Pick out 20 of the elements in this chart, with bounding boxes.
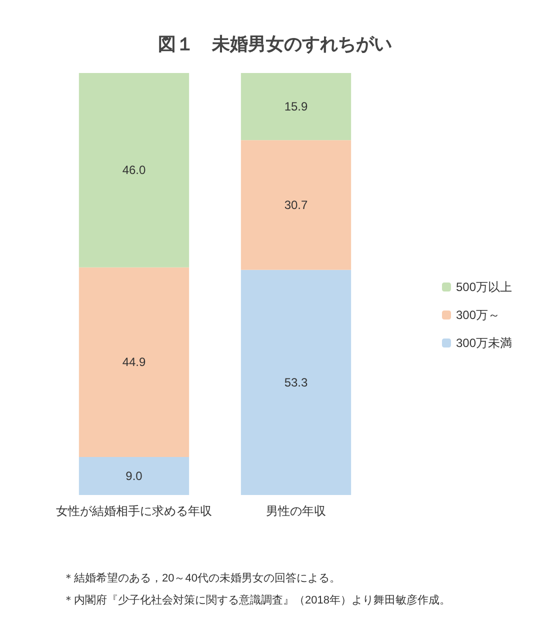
data-label: 9.0 [126,468,143,483]
legend-label: 500万以上 [456,280,512,294]
data-label: 30.7 [284,198,308,212]
bar [240,140,352,270]
data-label: 15.9 [284,100,308,114]
data-label: 46.0 [122,163,146,178]
bar [78,73,190,268]
x-tick-label: 女性が結婚相手に求める年収 [56,504,212,518]
bar [78,456,190,495]
text: ＊内閣府『少子化社会対策に関する意識調査』（2018年）より舞田敏彦作成。 [63,594,450,606]
legend-label: 300万未満 [456,336,512,350]
text: ＊結婚希望のある，20～40代の未婚男女の回答による。 [63,572,340,584]
data-label: 53.3 [284,375,308,390]
x-tick-label: 男性の年収 [266,504,326,518]
bar [240,270,352,495]
chart-title: 図１ 未婚男女のすれちがい [158,34,392,54]
bar [78,267,190,457]
bar [240,73,352,140]
legend-label: 300万～ [456,308,500,322]
data-label: 44.9 [122,355,146,370]
